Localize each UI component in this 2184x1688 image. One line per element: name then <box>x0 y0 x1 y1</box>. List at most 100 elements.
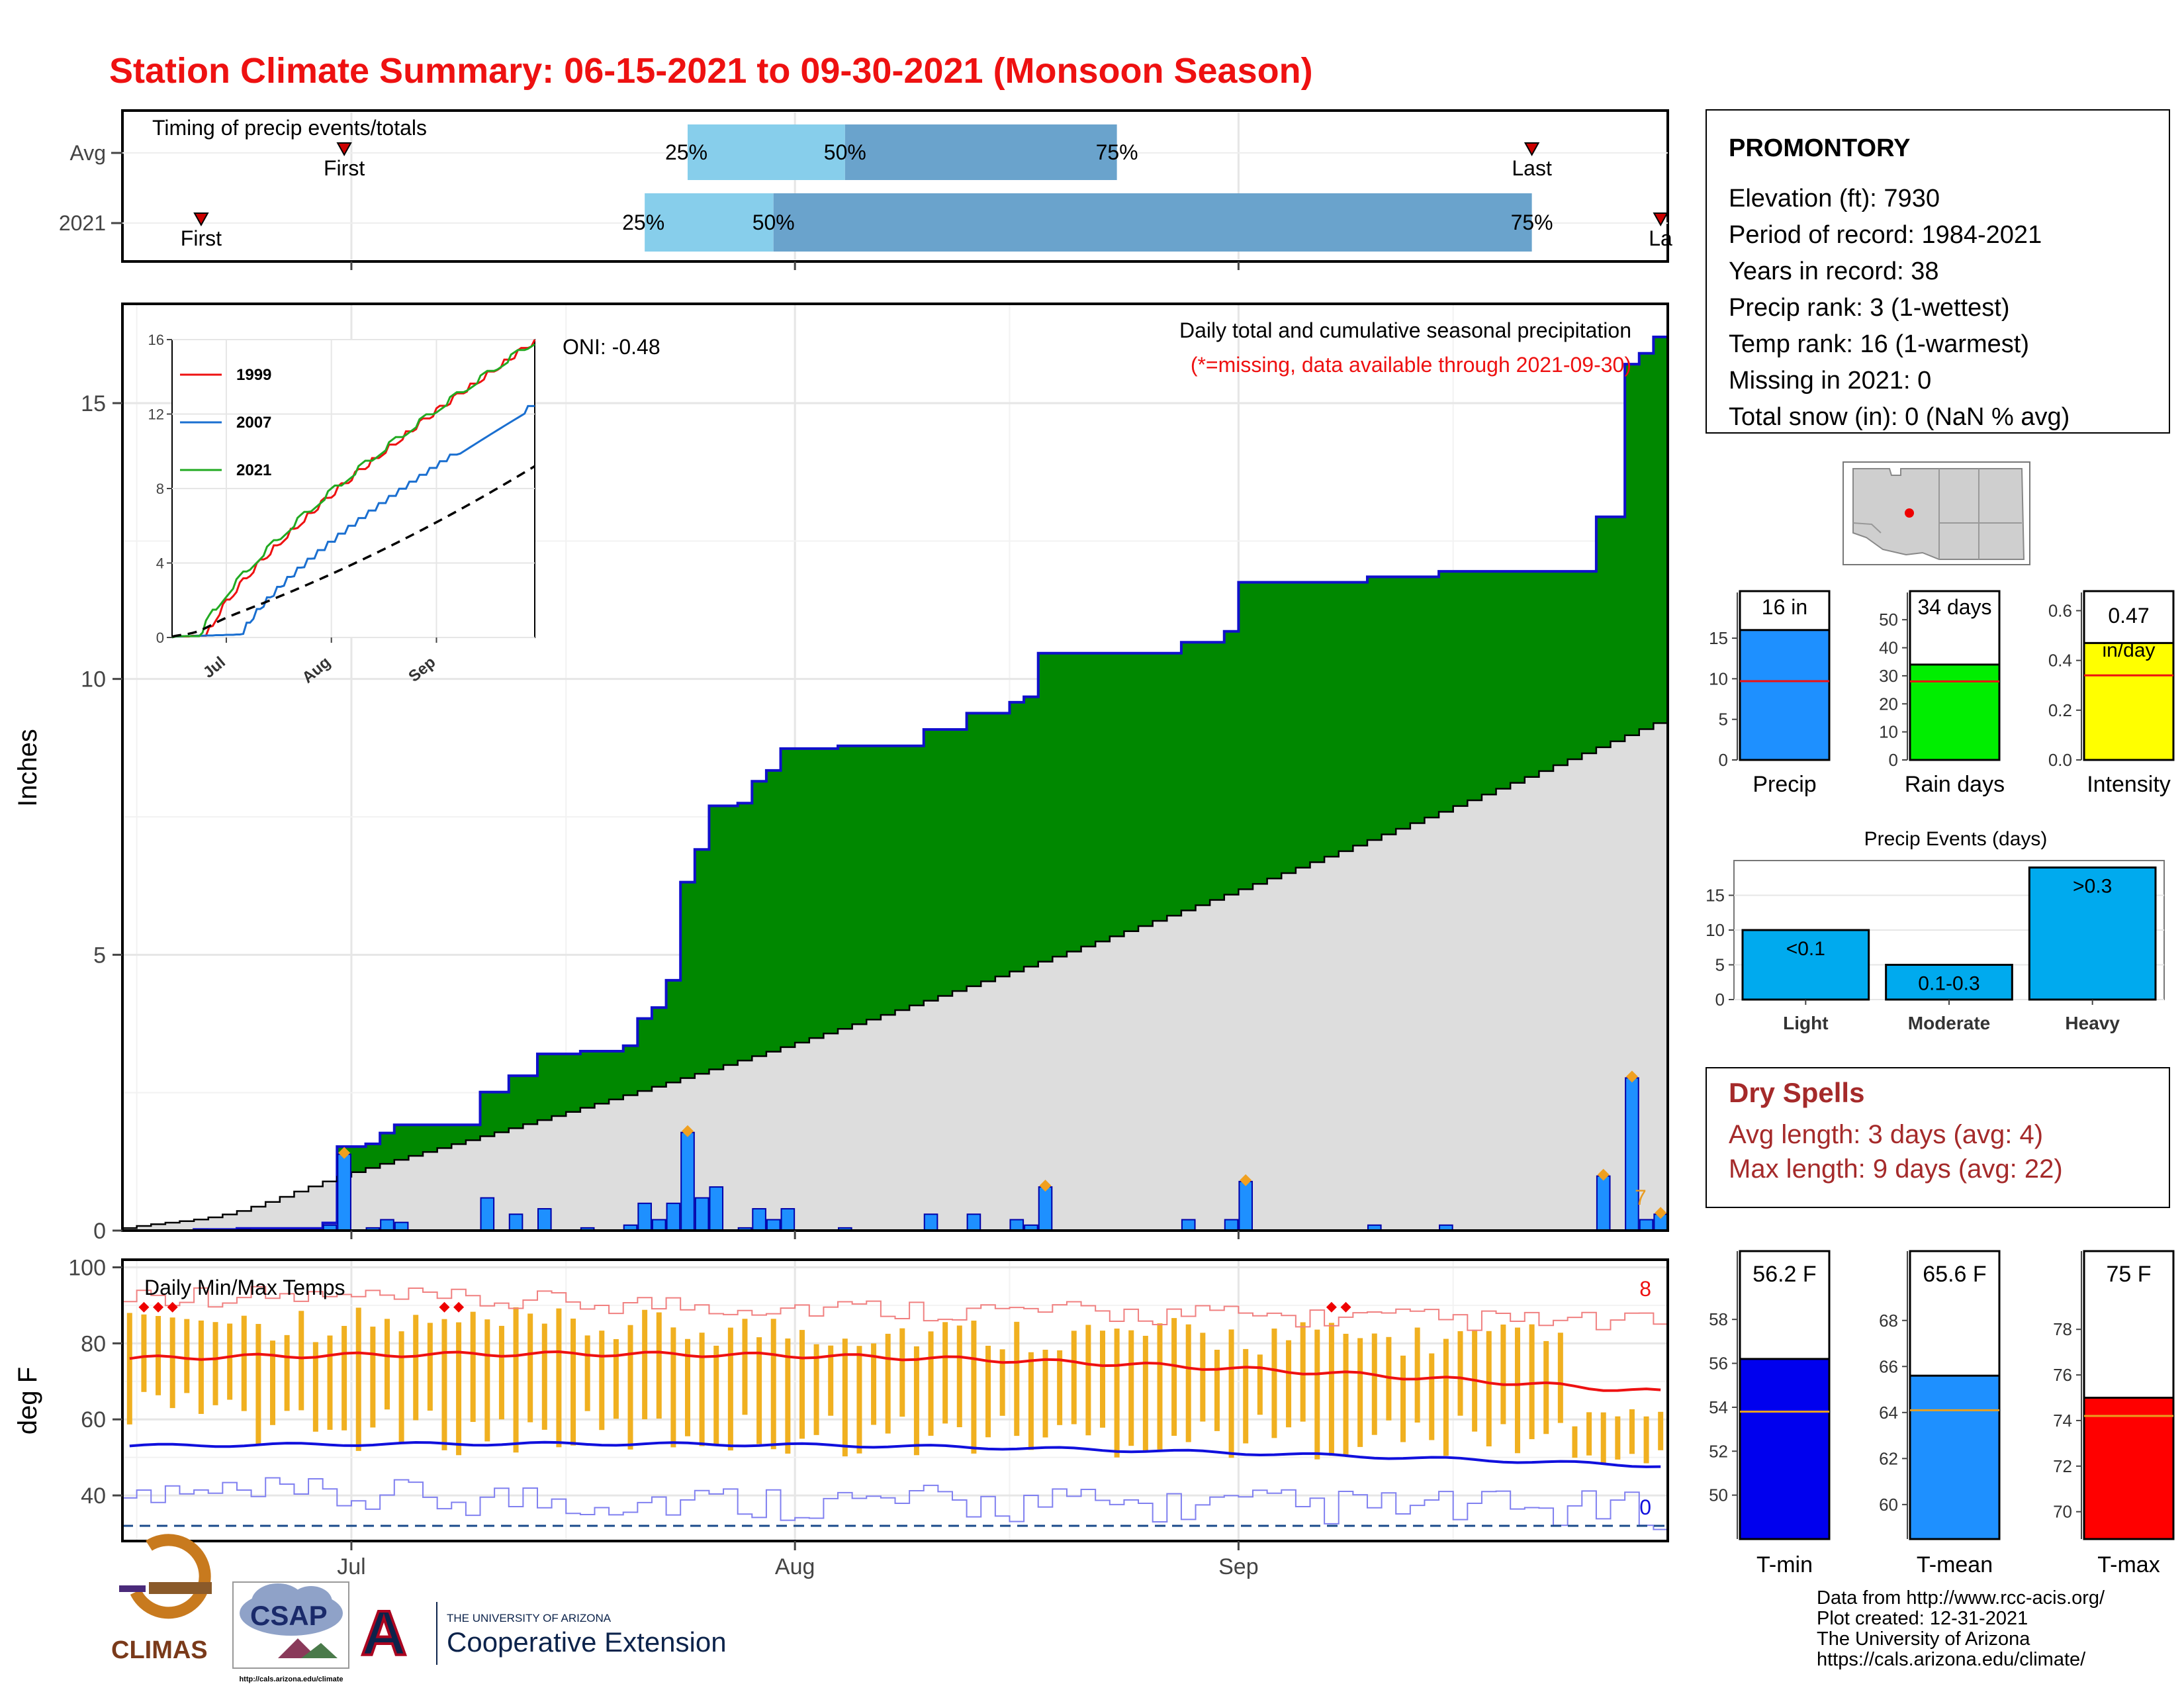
daily-temp-range-bar <box>1328 1323 1334 1456</box>
inset-series-line <box>171 343 535 639</box>
ua-unit: Cooperative Extension <box>447 1626 727 1658</box>
temp-summary-y-tick-label: 74 <box>2053 1411 2072 1430</box>
inset-series-line <box>171 404 535 639</box>
daily-precip-bar <box>666 1202 681 1232</box>
last-event-label: La <box>1649 226 1672 250</box>
daily-temp-range-bar <box>1414 1327 1420 1423</box>
x-tick-label: Jul <box>337 1554 365 1579</box>
temp-summary-y-tick-label: 54 <box>1709 1397 1728 1417</box>
mini-bar-category-label: Rain days <box>1905 772 2005 797</box>
daily-temp-range-bar <box>1243 1348 1249 1444</box>
mini-y-tick-label: 0.4 <box>2048 651 2072 671</box>
daily-temp-range-bar <box>1629 1409 1635 1454</box>
timing-title: Timing of precip events/totals <box>152 116 427 140</box>
inset-legend: 1999 2007 2021 <box>180 366 271 479</box>
temp-summary-y-tick-label: 60 <box>1879 1495 1898 1515</box>
daily-temp-range-bar <box>685 1338 691 1436</box>
daily-temp-range-bar <box>341 1326 347 1430</box>
daily-temp-range-bar <box>642 1309 648 1420</box>
x-tick-label: Sep <box>1218 1554 1259 1579</box>
inset-legend-label: 2021 <box>236 461 271 479</box>
daily-temp-range-bar <box>355 1307 361 1451</box>
ua-logo: A THE UNIVERSITY OF ARIZONA Cooperative … <box>359 1597 727 1670</box>
daily-temp-range-bar <box>284 1335 290 1411</box>
precip-y-tick-label: 10 <box>81 667 106 692</box>
mini-y-tick-label: 0.0 <box>2048 750 2072 770</box>
timing-bar-q50-q75 <box>773 193 1532 252</box>
temp-summary-value-label: 75 F <box>2106 1262 2151 1287</box>
daily-temp-range-bar <box>971 1321 977 1454</box>
daily-temp-range-bar <box>999 1349 1005 1416</box>
mini-bar-value-label: 0.47 <box>2108 604 2149 628</box>
daily-temp-range-bar <box>298 1311 304 1411</box>
daily-temp-range-bar <box>370 1327 376 1428</box>
temp-summary-y-tick-label: 62 <box>1879 1448 1898 1468</box>
first-event-label: First <box>324 156 365 180</box>
station-info-box: PROMONTORY Elevation (ft): 7930 Period of… <box>1706 109 2170 434</box>
daily-temp-range-bar <box>727 1327 733 1451</box>
daily-precip-bar <box>508 1213 523 1231</box>
daily-temp-range-bar <box>1128 1330 1134 1446</box>
season-totals-charts: 0 5 10 15 16 in Precip 0 10 20 30 40 50 34 days Rain … <box>1709 590 2175 797</box>
mini-y-tick-label: 0 <box>1719 750 1728 770</box>
last-event-marker <box>1653 212 1668 227</box>
events-bar-value-label: 0.1-0.3 <box>1918 973 1979 995</box>
station-detail-line: Temp rank: 16 (1-warmest) <box>1729 330 2029 358</box>
inset-normal-line <box>171 465 535 638</box>
events-bar <box>1885 964 2013 1001</box>
csap-wordmark: CSAP <box>250 1600 328 1631</box>
daily-temp-range-bar <box>1171 1318 1177 1436</box>
mini-bar-value-label: 34 days <box>1917 595 1991 619</box>
timing-row-label-2021: 2021 <box>59 211 106 235</box>
daily-temp-range-bar <box>312 1342 318 1432</box>
station-detail-line: Missing in 2021: 0 <box>1729 367 1931 395</box>
events-bar-value-label: >0.3 <box>2073 876 2112 898</box>
temp-summary-y-tick-label: 58 <box>1709 1309 1728 1329</box>
daily-temp-range-bar <box>198 1320 204 1414</box>
precip-y-label: Inches <box>13 729 42 807</box>
events-category-label: Moderate <box>1908 1013 1990 1033</box>
mini-y-tick-label: 5 <box>1719 710 1728 729</box>
mini-y-tick-label: 50 <box>1879 610 1898 630</box>
daily-temp-range-bar <box>1643 1416 1649 1464</box>
precip-panel-subtitle: (*=missing, data available through 2021-… <box>1191 353 1631 377</box>
timing-bar-q50-q75 <box>844 124 1117 180</box>
record-high-marker <box>1326 1301 1337 1313</box>
first-event-marker <box>193 212 209 227</box>
temp-panel-title: Daily Min/Max Temps <box>144 1276 345 1299</box>
record-high-marker <box>453 1301 465 1313</box>
daily-temp-range-bar <box>1028 1352 1034 1450</box>
daily-temp-range-bar <box>613 1338 619 1419</box>
daily-temp-range-bar <box>1014 1321 1020 1436</box>
daily-temp-range-bar <box>871 1343 877 1425</box>
daily-temp-range-bar <box>398 1331 404 1443</box>
mini-y-tick-label: 10 <box>1709 669 1728 688</box>
temp-summary-y-tick-label: 64 <box>1879 1403 1898 1423</box>
record-high-marker <box>167 1301 178 1313</box>
mini-y-tick-label: 0 <box>1889 750 1898 770</box>
daily-temp-range-bar <box>1271 1328 1277 1438</box>
daily-precip-bar <box>780 1208 796 1232</box>
timing-q75-label: 75% <box>1096 140 1138 164</box>
temp-summary-y-tick-label: 76 <box>2053 1365 2072 1385</box>
temp-summary-category-label: T-min <box>1756 1552 1813 1577</box>
date-x-axis: Jul Aug Sep <box>337 261 1259 1579</box>
mini-bar-category-label: Intensity <box>2087 772 2171 797</box>
daily-temp-range-bar <box>1071 1331 1077 1425</box>
timing-q25-label: 25% <box>622 211 664 234</box>
daily-temp-range-bar <box>670 1327 676 1448</box>
timing-row-label-avg: Avg <box>69 141 106 165</box>
mini-y-tick-label: 15 <box>1709 628 1728 648</box>
precip-panel: 0 5 10 15 Inches Daily total and cumulative… <box>13 303 1669 1244</box>
timing-q75-label: 75% <box>1511 211 1553 234</box>
daily-temp-range-bar <box>212 1322 218 1405</box>
credit-line: The University of Arizona <box>1817 1628 2030 1650</box>
temp-summary-value-label: 65.6 F <box>1923 1262 1986 1287</box>
temp-summary-category-label: T-mean <box>1917 1552 1993 1577</box>
daily-temp-range-bar <box>527 1313 533 1423</box>
daily-temp-bars <box>126 1307 1664 1464</box>
daily-precip-bar <box>766 1219 781 1231</box>
mini-bar-unit-label: in/day <box>2102 639 2155 661</box>
normal-max-temp-line <box>129 1350 1661 1392</box>
temp-summary-y-tick-label: 50 <box>1709 1485 1728 1505</box>
